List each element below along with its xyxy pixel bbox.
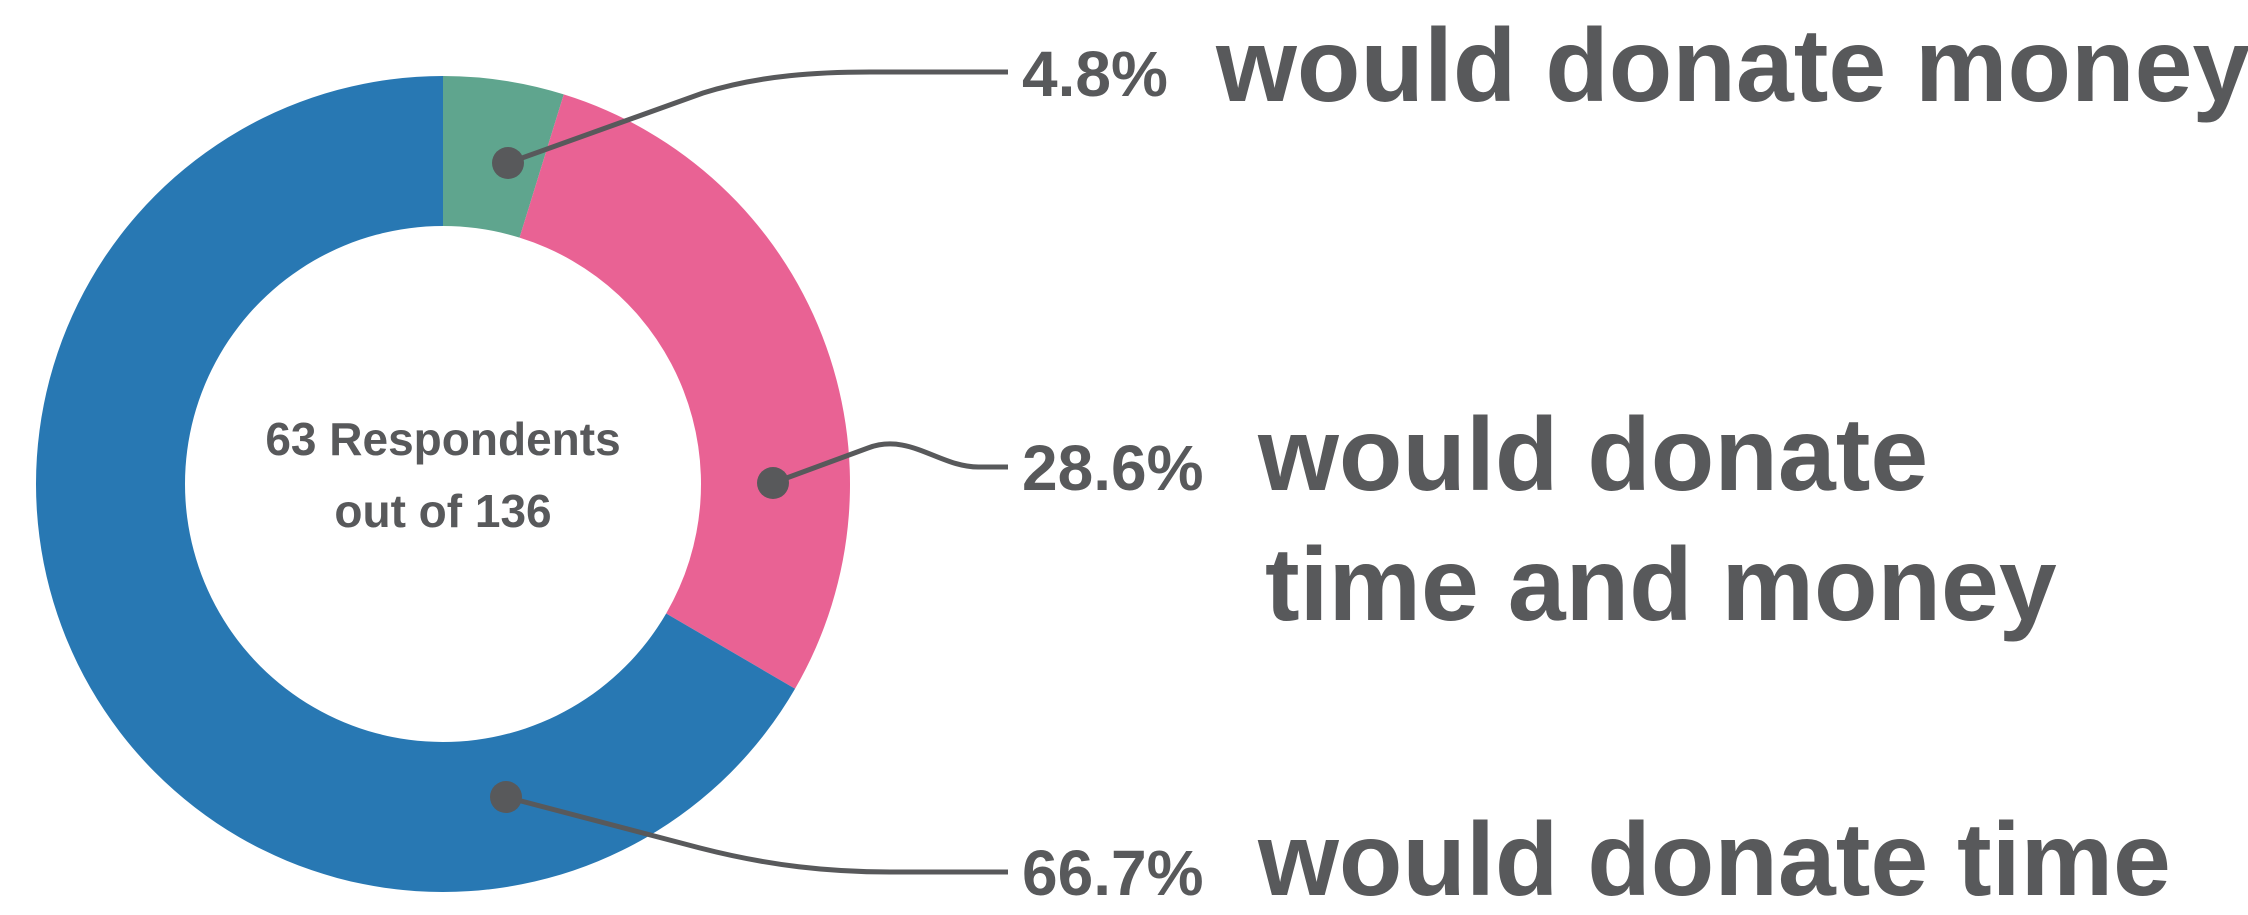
slice-label-time-and-money-line-2: time and money bbox=[1265, 527, 2057, 643]
donut-slice-time-and-money bbox=[519, 94, 850, 689]
leader-dot-money bbox=[492, 147, 524, 179]
leader-line-money bbox=[507, 69, 1008, 166]
leader-line-time-and-money bbox=[772, 441, 1008, 486]
slice-label-money: would donate money bbox=[1215, 8, 2248, 124]
center-label-line-1: 63 Respondents bbox=[265, 413, 620, 465]
leader-dot-time bbox=[490, 781, 522, 813]
slice-label-time: would donate time bbox=[1257, 802, 2171, 915]
center-label-line-2: out of 136 bbox=[334, 485, 551, 537]
slice-label-time-and-money-line-1: would donate bbox=[1257, 397, 1928, 513]
donut-slices bbox=[35, 76, 850, 893]
slice-percent-time-and-money: 28.6% bbox=[1022, 432, 1203, 504]
donut-slice-time bbox=[35, 76, 796, 893]
leader-dot-time-and-money bbox=[757, 467, 789, 499]
leader-line-time bbox=[505, 794, 1008, 875]
slice-percent-money: 4.8% bbox=[1022, 38, 1168, 110]
slice-percent-time: 66.7% bbox=[1022, 837, 1203, 909]
